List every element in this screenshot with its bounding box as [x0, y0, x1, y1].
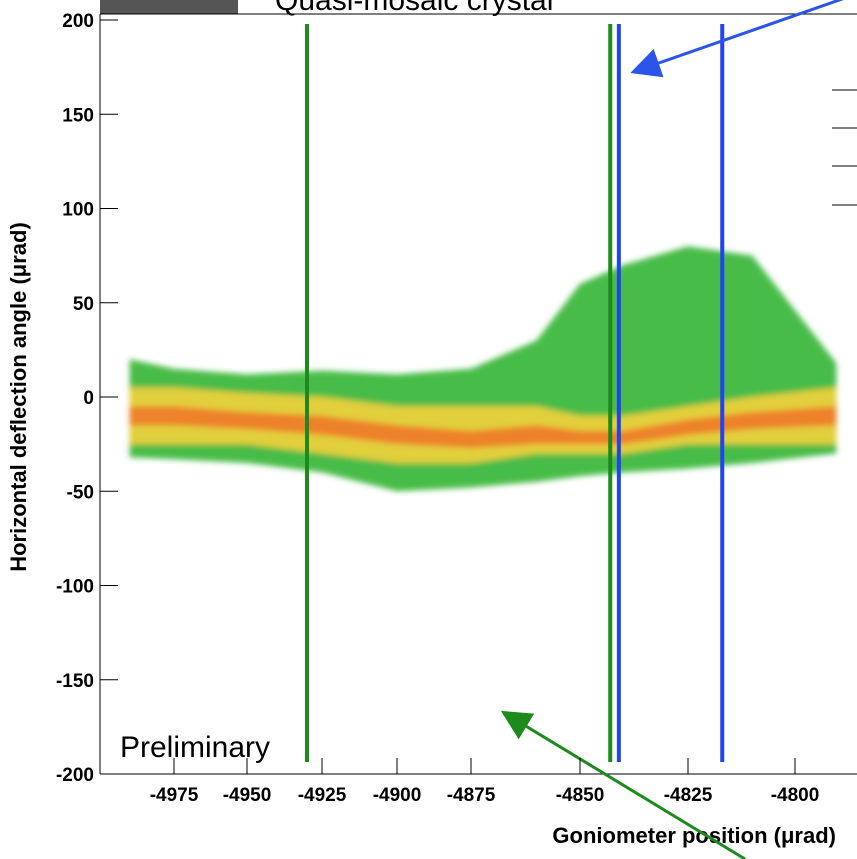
y-tick-label: 50 [73, 294, 94, 315]
x-tick-label: -4800 [771, 785, 820, 806]
side-ticks [832, 89, 857, 206]
y-tick-label: 200 [62, 11, 94, 32]
x-tick-label: -4825 [664, 785, 713, 806]
heatmap [129, 246, 837, 492]
y-tick-label: 150 [62, 105, 94, 126]
arrow [630, 0, 844, 78]
annotation: Preliminary [120, 731, 270, 764]
y-tick-label: -150 [56, 671, 94, 692]
x-tick-label: -4850 [556, 785, 605, 806]
chart-title: Quasi-mosaic crystal [275, 0, 553, 17]
y-tick-label: -200 [56, 765, 94, 786]
y-tick-label: -100 [56, 577, 94, 598]
x-tick-label: -4900 [373, 785, 422, 806]
x-tick-label: -4975 [150, 785, 199, 806]
x-tick-label: -4950 [223, 785, 272, 806]
y-tick-label: 100 [62, 200, 94, 221]
left-margin [0, 0, 100, 859]
arrow [500, 710, 746, 859]
y-tick-label: -50 [67, 482, 94, 503]
y-axis-label: Horizontal deflection angle (μrad) [6, 222, 31, 572]
x-tick-label: -4925 [298, 785, 347, 806]
y-tick-label: 0 [83, 388, 94, 409]
plot-area [129, 24, 837, 762]
x-tick-label: -4875 [447, 785, 496, 806]
